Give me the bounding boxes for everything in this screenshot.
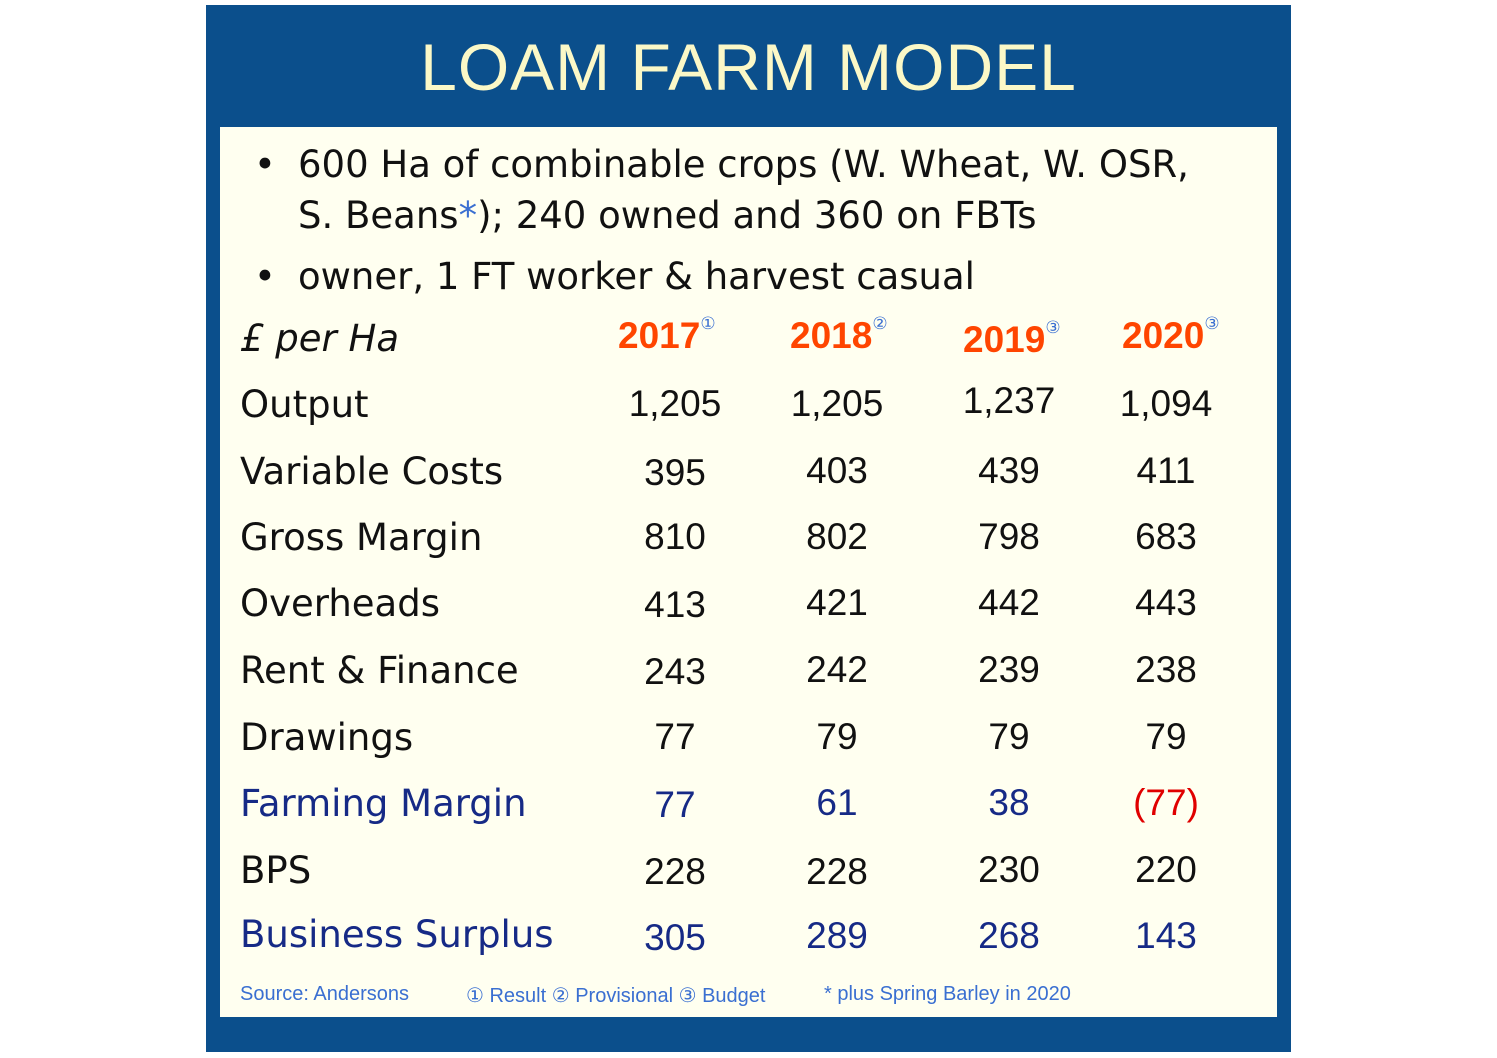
table-cell: 1,205 — [628, 383, 722, 424]
year-text: 2018 — [790, 315, 873, 356]
table-cell: 1,205 — [790, 383, 884, 424]
row-label-rent-finance: Rent & Finance — [240, 649, 519, 692]
budget-mark-icon: ③ — [1045, 317, 1061, 337]
year-text: 2019 — [963, 319, 1046, 360]
table-cell: 220 — [1135, 849, 1197, 890]
table-cell: 143 — [1135, 915, 1197, 956]
result-mark-icon: ① — [700, 313, 716, 333]
row-label-drawings: Drawings — [240, 716, 414, 759]
bullet-icon: • — [254, 255, 276, 298]
table-cell: 802 — [806, 516, 868, 557]
table-cell: 243 — [644, 651, 706, 692]
bullet-text-beans: S. Beans — [298, 194, 459, 237]
row-label-overheads: Overheads — [240, 582, 440, 625]
table-cell: 79 — [1145, 716, 1187, 757]
table-cell: 1,094 — [1119, 383, 1213, 424]
table-cell: 413 — [644, 584, 706, 625]
table-cell: 798 — [978, 516, 1040, 557]
table-cell: 230 — [978, 849, 1040, 890]
row-label-gross-margin: Gross Margin — [240, 516, 483, 559]
asterisk-footnote: * plus Spring Barley in 2020 — [824, 983, 1071, 1005]
table-cell: 1,237 — [962, 380, 1056, 421]
table-cell: 411 — [1136, 450, 1196, 491]
table-cell: 810 — [644, 516, 706, 557]
table-cell: 403 — [806, 450, 868, 491]
table-cell: 421 — [806, 582, 868, 623]
table-cell: 305 — [644, 917, 706, 958]
slide-frame: LOAM FARM MODEL • 600 Ha of combinable c… — [206, 5, 1291, 1052]
table-cell: 61 — [816, 782, 858, 823]
table-cell: 439 — [978, 450, 1040, 491]
table-cell: 242 — [806, 649, 868, 690]
table-cell: 77 — [654, 716, 696, 757]
table-cell: 228 — [806, 851, 868, 892]
row-label-bps: BPS — [240, 849, 312, 892]
table-cell: 238 — [1135, 649, 1197, 690]
table-cell: 228 — [644, 851, 706, 892]
table-cell: 443 — [1135, 582, 1197, 623]
year-text: 2020 — [1122, 315, 1205, 356]
bullet-text-tenure: ); 240 owned and 360 on FBTs — [477, 194, 1037, 237]
budget-mark-icon: ③ — [1204, 313, 1220, 333]
bullet-text-labour: owner, 1 FT worker & harvest casual — [298, 255, 975, 298]
year-text: 2017 — [618, 315, 701, 356]
bullet-text-line-1: 600 Ha of combinable crops (W. Wheat, W.… — [298, 143, 1189, 186]
source-note: Source: Andersons — [240, 983, 409, 1005]
table-cell-negative: (77) — [1133, 782, 1199, 823]
table-cell: 442 — [978, 582, 1040, 623]
table-cell: 683 — [1135, 516, 1197, 557]
slide-title: LOAM FARM MODEL — [420, 30, 1077, 104]
row-label-output: Output — [240, 383, 369, 426]
row-label-variable-costs: Variable Costs — [240, 450, 504, 493]
table-cell: 38 — [988, 782, 1030, 823]
table-cell: 395 — [644, 452, 706, 493]
bullet-item-crops: • 600 Ha of combinable crops (W. Wheat, … — [250, 139, 1260, 241]
unit-label: £ per Ha — [240, 317, 400, 360]
year-header-2017: 2017① — [618, 313, 716, 357]
table-cell: 239 — [978, 649, 1040, 690]
row-label-business-surplus: Business Surplus — [240, 913, 554, 956]
table-cell: 79 — [988, 716, 1030, 757]
bullet-icon: • — [254, 143, 276, 186]
bullet-item-labour: • owner, 1 FT worker & harvest casual — [250, 251, 1260, 302]
asterisk-mark: * — [458, 194, 478, 237]
year-header-2020: 2020③ — [1122, 313, 1220, 357]
year-header-2019: 2019③ — [963, 317, 1061, 361]
marks-legend: ① Result ② Provisional ③ Budget — [466, 985, 766, 1007]
table-cell: 289 — [806, 915, 868, 956]
table-cell: 79 — [816, 716, 858, 757]
table-cell: 77 — [654, 784, 696, 825]
content-panel: • 600 Ha of combinable crops (W. Wheat, … — [220, 127, 1277, 1017]
provisional-mark-icon: ② — [872, 313, 888, 333]
year-header-2018: 2018② — [790, 313, 888, 357]
table-cell: 268 — [978, 915, 1040, 956]
row-label-farming-margin: Farming Margin — [240, 782, 527, 825]
bullet-list: • 600 Ha of combinable crops (W. Wheat, … — [250, 139, 1260, 312]
